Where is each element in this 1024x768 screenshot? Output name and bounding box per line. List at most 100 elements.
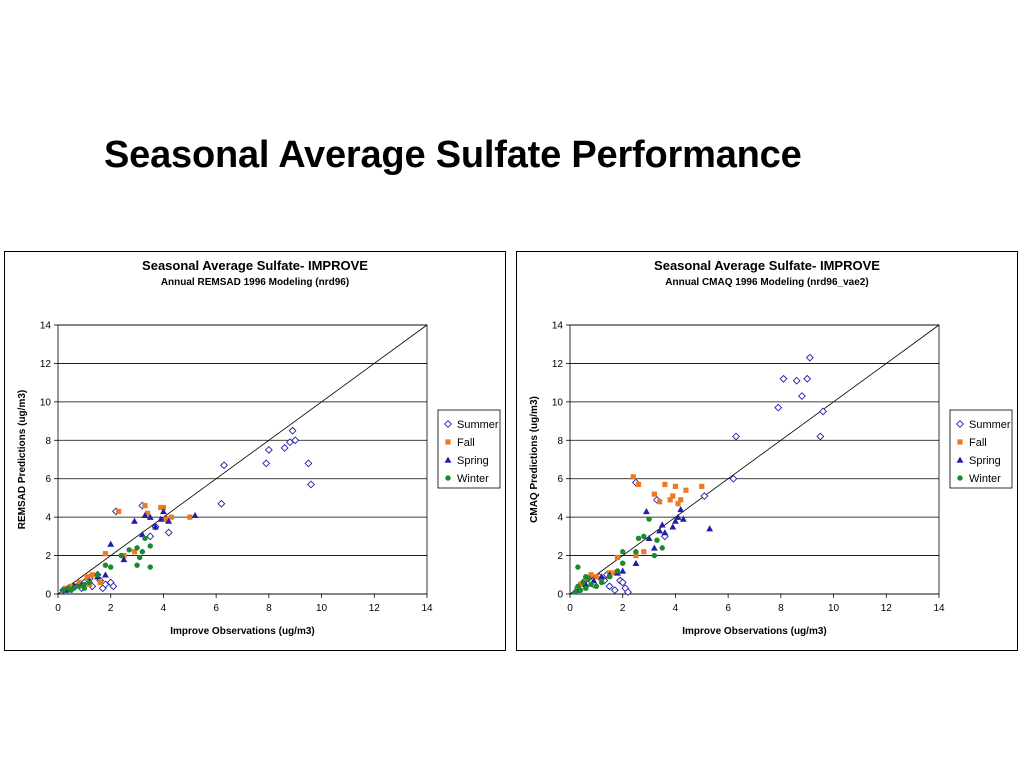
cmaq-point-spring xyxy=(619,567,627,574)
remsad-chart-subtitle: Annual REMSAD 1996 Modeling (nrd96) xyxy=(161,277,349,288)
remsad-point-fall xyxy=(187,514,193,520)
cmaq-point-fall xyxy=(667,497,673,503)
cmaq-point-winter xyxy=(646,516,652,522)
cmaq-legend-winter-marker xyxy=(957,475,963,481)
cmaq-point-fall xyxy=(633,552,639,559)
remsad-point-spring xyxy=(160,507,167,515)
remsad-x-axis-label: Improve Observations (ug/m3) xyxy=(170,626,314,637)
remsad-xtick-label: 0 xyxy=(55,603,61,614)
cmaq-series-winter xyxy=(572,516,665,595)
remsad-point-fall xyxy=(84,574,90,580)
cmaq-point-fall xyxy=(588,572,594,578)
remsad-point-winter xyxy=(86,579,93,586)
remsad-point-summer xyxy=(262,459,271,468)
cmaq-point-spring xyxy=(643,507,650,515)
cmaq-point-summer xyxy=(624,588,632,597)
remsad-point-fall xyxy=(97,579,103,586)
remsad-ytick-label: 2 xyxy=(45,551,51,562)
cmaq-point-winter xyxy=(620,549,626,555)
remsad-series-fall xyxy=(63,503,193,591)
remsad-scatter-svg: Seasonal Average Sulfate- IMPROVE Annual … xyxy=(17,258,501,637)
cmaq-point-winter xyxy=(635,535,642,541)
remsad-legend-winter-label: Winter xyxy=(457,473,489,485)
remsad-point-spring xyxy=(131,517,138,524)
cmaq-point-fall xyxy=(593,574,599,580)
remsad-point-fall xyxy=(131,549,138,555)
remsad-point-fall xyxy=(158,504,164,511)
remsad-point-fall xyxy=(102,551,109,557)
cmaq-point-winter xyxy=(583,574,589,580)
remsad-legend-summer-marker xyxy=(444,420,452,428)
cmaq-point-winter xyxy=(654,537,660,543)
cmaq-point-fall xyxy=(670,493,676,499)
remsad-point-fall xyxy=(68,583,74,589)
cmaq-xtick-label: 8 xyxy=(778,603,784,614)
cmaq-point-summer xyxy=(729,474,738,483)
cmaq-point-fall xyxy=(577,581,584,587)
cmaq-point-winter xyxy=(614,568,621,574)
remsad-xtick-label: 8 xyxy=(266,603,272,614)
remsad-point-winter xyxy=(134,545,140,551)
remsad-point-summer xyxy=(264,445,273,454)
remsad-point-winter xyxy=(76,583,82,590)
cmaq-legend-spring-marker xyxy=(956,456,964,463)
cmaq-legend-summer-label: Summer xyxy=(969,419,1011,431)
remsad-point-summer xyxy=(280,444,289,452)
remsad-point-winter xyxy=(81,581,88,588)
remsad-point-winter xyxy=(137,554,143,561)
cmaq-point-spring xyxy=(706,525,714,532)
remsad-series-winter xyxy=(60,535,153,593)
cmaq-point-winter xyxy=(659,545,665,551)
cmaq-point-winter xyxy=(593,583,600,590)
remsad-chart-title: Seasonal Average Sulfate- IMPROVE xyxy=(142,258,368,273)
remsad-xtick-label: 10 xyxy=(316,603,328,614)
remsad-ytick-label: 6 xyxy=(45,474,51,485)
cmaq-point-spring xyxy=(674,513,682,520)
remsad-plot-area xyxy=(57,324,428,595)
cmaq-legend-fall-label: Fall xyxy=(969,437,987,449)
cmaq-point-fall xyxy=(630,474,636,480)
remsad-ytick-label: 14 xyxy=(40,321,52,332)
remsad-point-winter xyxy=(134,562,140,568)
remsad-point-summer xyxy=(217,499,226,508)
cmaq-point-summer xyxy=(631,478,640,487)
remsad-point-summer xyxy=(164,528,173,537)
cmaq-point-fall xyxy=(614,554,621,561)
cmaq-ytick-label: 2 xyxy=(557,551,563,562)
remsad-point-winter xyxy=(102,562,109,568)
cmaq-chart-title: Seasonal Average Sulfate- IMPROVE xyxy=(654,258,880,273)
cmaq-point-fall xyxy=(612,570,618,576)
remsad-ytick-label: 12 xyxy=(40,359,52,370)
cmaq-point-winter xyxy=(633,549,639,555)
cmaq-point-spring xyxy=(656,527,664,534)
cmaq-point-fall xyxy=(657,499,663,505)
cmaq-point-winter xyxy=(572,589,578,595)
cmaq-ytick-label: 0 xyxy=(557,590,563,601)
cmaq-y-axis-label: CMAQ Predictions (ug/m3) xyxy=(529,396,540,523)
remsad-legend-fall-marker xyxy=(445,439,451,445)
remsad-ytick-label: 4 xyxy=(45,513,51,524)
cmaq-point-summer xyxy=(819,407,827,416)
remsad-point-winter xyxy=(68,587,74,593)
remsad-point-winter xyxy=(94,572,101,578)
cmaq-point-summer xyxy=(732,432,740,441)
remsad-point-winter xyxy=(147,564,153,570)
remsad-point-summer xyxy=(291,436,300,445)
cmaq-point-fall xyxy=(683,487,689,493)
cmaq-ytick-label: 14 xyxy=(552,321,564,332)
remsad-point-fall xyxy=(160,504,167,511)
cmaq-point-spring xyxy=(661,529,669,536)
cmaq-xtick-label: 10 xyxy=(828,603,840,614)
cmaq-legend-spring-label: Spring xyxy=(969,455,1001,467)
cmaq-point-spring xyxy=(658,521,666,528)
remsad-point-fall xyxy=(116,508,122,514)
cmaq-point-fall xyxy=(675,501,681,507)
remsad-point-spring xyxy=(157,515,165,522)
cmaq-point-winter xyxy=(580,579,586,586)
cmaq-ytick-label: 6 xyxy=(557,474,563,485)
cmaq-point-fall xyxy=(641,549,647,555)
cmaq-point-winter xyxy=(606,574,613,580)
remsad-ytick-label: 10 xyxy=(40,397,52,408)
remsad-legend-fall-label: Fall xyxy=(457,437,475,449)
cmaq-chart-panel: Seasonal Average Sulfate- IMPROVE Annual … xyxy=(516,251,1018,651)
